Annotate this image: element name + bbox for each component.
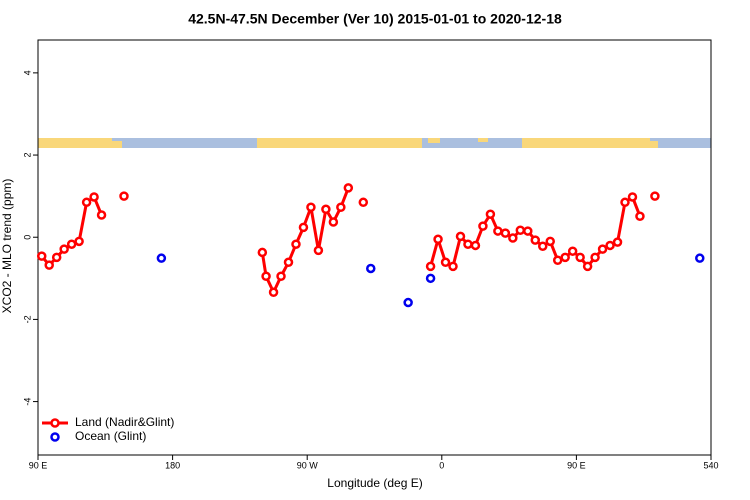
- data-point: [485, 209, 496, 219]
- land-band: [38, 138, 112, 148]
- data-point: [605, 240, 615, 251]
- data-point: [530, 235, 541, 245]
- data-point: [582, 261, 593, 272]
- data-point: [425, 273, 436, 284]
- data-point: [96, 210, 107, 220]
- x-tick-label: 0: [439, 460, 444, 470]
- data-point: [343, 183, 354, 193]
- data-point: [156, 253, 167, 263]
- data-point: [575, 252, 585, 263]
- data-point: [552, 255, 563, 265]
- data-point: [119, 191, 129, 201]
- legend-swatch: [50, 432, 60, 442]
- data-line: [429, 195, 642, 268]
- data-point: [306, 202, 316, 212]
- data-point: [328, 217, 339, 227]
- data-point: [283, 257, 294, 268]
- data-point: [321, 204, 331, 215]
- legend-swatch: [50, 418, 60, 428]
- data-point: [81, 197, 92, 208]
- data-point: [257, 247, 268, 258]
- data-point: [545, 236, 555, 247]
- land-band: [257, 138, 422, 148]
- x-tick-label: 90 E: [29, 460, 48, 470]
- y-tick-label: 0: [22, 235, 32, 240]
- data-point: [500, 228, 511, 238]
- land-band: [650, 141, 658, 148]
- data-point: [336, 202, 346, 212]
- data-point: [425, 261, 436, 272]
- land-band: [478, 138, 488, 142]
- data-point: [493, 226, 503, 236]
- data-point: [89, 192, 99, 202]
- x-axis-label: Longitude (deg E): [327, 476, 422, 490]
- data-point: [298, 222, 309, 233]
- data-point: [620, 197, 630, 208]
- data-point: [515, 225, 526, 235]
- data-point: [523, 226, 533, 236]
- data-point: [590, 252, 600, 263]
- data-point: [276, 271, 286, 282]
- data-point: [291, 239, 301, 249]
- data-point: [455, 231, 466, 242]
- legend-label: Land (Nadir&Glint): [75, 415, 174, 429]
- x-tick-label: 90 E: [567, 460, 586, 470]
- data-point: [433, 234, 443, 245]
- land-ocean-strip: [38, 138, 711, 148]
- data-point: [366, 263, 376, 274]
- land-band: [522, 138, 650, 148]
- data-point: [627, 192, 638, 202]
- x-tick-label: 180: [165, 460, 180, 470]
- data-point: [36, 251, 47, 261]
- y-tick-label: -4: [22, 398, 32, 406]
- data-point: [51, 252, 62, 263]
- data-point: [567, 246, 578, 256]
- data-point: [59, 244, 69, 254]
- data-point: [66, 239, 77, 249]
- data-point: [463, 239, 473, 249]
- data-line: [40, 195, 103, 267]
- y-tick-label: -2: [22, 315, 32, 323]
- x-tick-label: 540: [703, 460, 718, 470]
- legend-label: Ocean (Glint): [75, 429, 146, 443]
- data-point: [74, 236, 84, 247]
- data-point: [612, 237, 623, 247]
- data-point: [597, 244, 608, 254]
- data-point: [440, 257, 451, 268]
- data-point: [508, 233, 518, 243]
- data-point: [478, 221, 488, 231]
- data-point: [403, 297, 413, 308]
- data-point: [635, 211, 645, 222]
- data-point: [358, 197, 369, 208]
- data-point: [470, 240, 481, 251]
- x-tick-label: 90 W: [297, 460, 319, 470]
- data-point: [448, 261, 458, 272]
- data-point: [560, 252, 570, 263]
- y-tick-label: 4: [22, 70, 32, 75]
- data-point: [695, 253, 705, 263]
- data-point: [313, 245, 324, 256]
- data-point: [268, 287, 279, 298]
- land-band: [112, 141, 122, 148]
- data-line: [260, 187, 350, 294]
- chart-title: 42.5N-47.5N December (Ver 10) 2015-01-01…: [188, 11, 562, 27]
- data-point: [261, 271, 271, 282]
- data-point: [538, 241, 548, 252]
- data-point: [650, 191, 660, 201]
- plot-frame: [37, 39, 712, 456]
- data-point: [44, 260, 54, 270]
- y-axis-label: XCO2 - MLO trend (ppm): [0, 179, 14, 314]
- land-band: [428, 138, 440, 143]
- y-tick-label: 2: [22, 153, 32, 158]
